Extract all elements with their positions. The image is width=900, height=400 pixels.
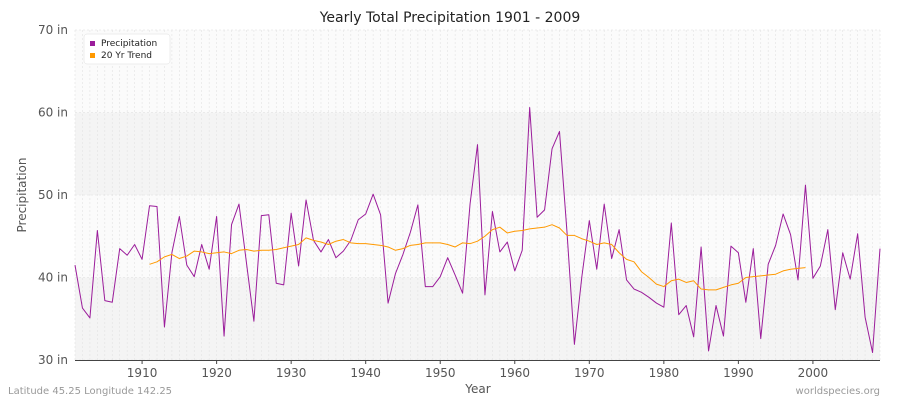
x-tick-label: 1940 — [350, 366, 381, 380]
legend: Precipitation 20 Yr Trend — [83, 33, 171, 65]
x-axis-ticks: 1910 1920 1930 1940 1950 1960 1970 1980 1990 2000 — [127, 360, 828, 380]
x-axis-label: Year — [464, 382, 490, 396]
y-axis-ticks: 30 in 40 in 50 in 60 in 70 in — [38, 23, 68, 367]
legend-swatch-trend — [90, 53, 95, 58]
x-tick-label: 1990 — [723, 366, 754, 380]
legend-swatch-precipitation — [90, 41, 95, 46]
footer-location: Latitude 45.25 Longitude 142.25 — [8, 386, 172, 397]
legend-label-precipitation: Precipitation — [101, 39, 157, 49]
x-tick-label: 1920 — [201, 366, 232, 380]
series-line-trend — [149, 224, 806, 291]
x-tick-label: 1960 — [499, 366, 530, 380]
y-tick-label: 30 in — [38, 353, 68, 367]
y-tick-label: 60 in — [38, 106, 68, 120]
x-tick-label: 1980 — [649, 366, 680, 380]
x-tick-label: 1970 — [574, 366, 605, 380]
chart-title: Yearly Total Precipitation 1901 - 2009 — [319, 10, 581, 26]
footer-source: worldspecies.org — [796, 386, 880, 397]
x-tick-label: 1910 — [127, 366, 158, 380]
x-tick-label: 2000 — [798, 366, 829, 380]
x-tick-label: 1950 — [425, 366, 456, 380]
y-tick-label: 40 in — [38, 271, 68, 285]
legend-label-trend: 20 Yr Trend — [101, 51, 152, 61]
series-lines — [74, 107, 881, 354]
y-axis-label: Precipitation — [15, 157, 29, 232]
y-tick-label: 70 in — [38, 23, 68, 37]
series-line-precipitation — [74, 107, 881, 354]
x-tick-label: 1930 — [276, 366, 307, 380]
y-tick-label: 50 in — [38, 188, 68, 202]
legend-box — [83, 33, 171, 65]
grid-lines — [74, 29, 881, 361]
